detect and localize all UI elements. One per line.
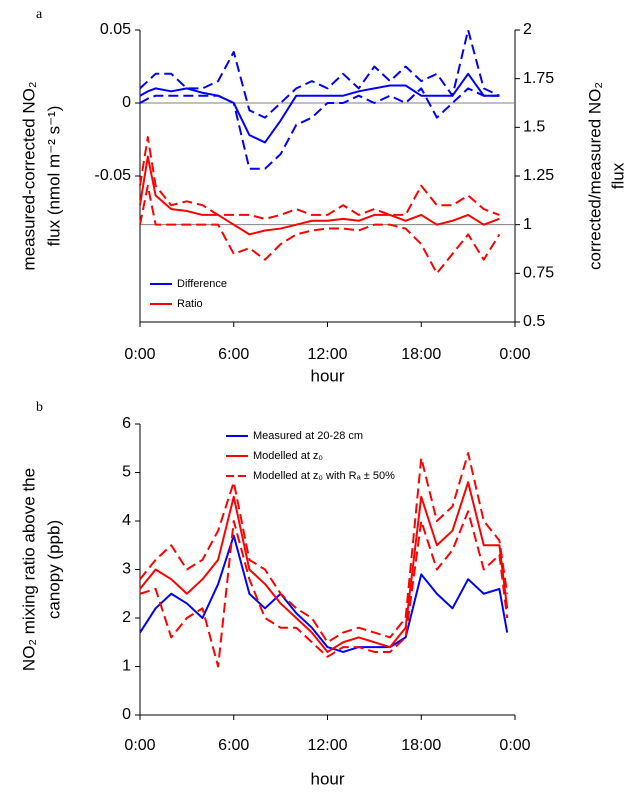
y-tick-label: 0.05 [100,21,131,38]
panel-label: b [36,400,43,415]
series-line [139,155,500,236]
y-tick-label: -0.05 [95,167,132,184]
y2-tick-label: 1.25 [523,167,554,184]
y-tick-label: 0 [122,94,131,111]
x-tick-label: 0:00 [499,737,530,754]
y2-tick-label: 0.5 [523,313,545,330]
y2-tick-label: 1.5 [523,119,545,136]
x-tick-label: 12:00 [307,737,347,754]
x-tick-label: 0:00 [124,346,155,363]
y-axis-label: NO₂ mixing ratio above the [19,468,38,671]
series-line [139,72,500,144]
y2-tick-label: 1.75 [523,70,554,87]
x-axis-label: hour [310,366,344,385]
legend-label: Difference [177,278,227,290]
series-line [139,184,501,275]
y2-axis-label: flux [608,162,627,189]
series-line [139,136,500,220]
series-line [139,534,509,653]
y-tick-label: 1 [122,658,131,675]
y-tick-label: 0 [122,706,131,723]
y2-tick-label: 2 [523,21,532,38]
x-tick-label: 18:00 [401,737,441,754]
y-tick-label: 4 [122,512,131,529]
y-axis-label: flux (nmol m⁻² s⁻¹) [44,106,63,247]
y-tick-label: 3 [122,561,131,578]
legend-label: Ratio [177,298,203,310]
y2-tick-label: 1 [523,216,532,233]
series-line [139,452,509,644]
y-axis-label: canopy (ppb) [44,520,63,619]
x-tick-label: 0:00 [124,737,155,754]
legend-label: Modelled at z₀ [253,450,323,462]
y-axis-label: measured-corrected NO₂ [19,82,38,271]
x-tick-label: 18:00 [401,346,441,363]
y-tick-label: 6 [122,415,131,432]
x-tick-label: 6:00 [218,346,249,363]
series-line [139,29,500,119]
y-tick-label: 2 [122,609,131,626]
y2-axis-label: corrected/measured NO₂ [585,82,604,270]
x-tick-label: 6:00 [218,737,249,754]
panel-label: a [36,7,43,22]
x-tick-label: 0:00 [499,346,530,363]
series-line [139,481,509,653]
y2-tick-label: 0.75 [523,265,554,282]
y-tick-label: 5 [122,464,131,481]
x-tick-label: 12:00 [307,346,347,363]
x-axis-label: hour [310,769,344,788]
series-line [139,510,509,668]
legend-label: Measured at 20-28 cm [253,430,363,442]
legend-label: Modelled at z₀ with Rₐ ± 50% [253,470,395,482]
series-line [139,87,500,170]
